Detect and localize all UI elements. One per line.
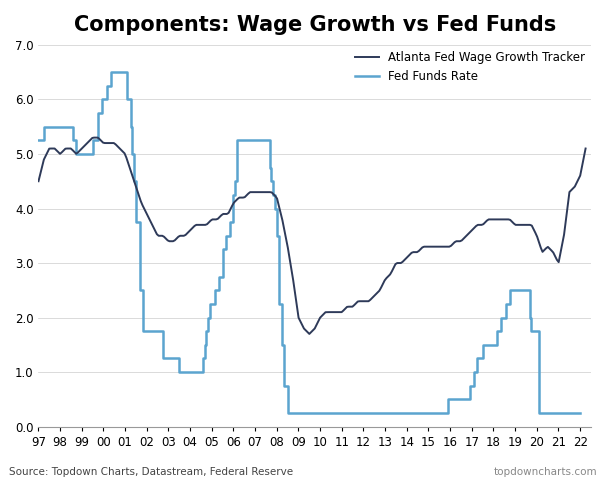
Atlanta Fed Wage Growth Tracker [305, 331, 313, 337]
Line: Atlanta Fed Wage Growth Tracker: Atlanta Fed Wage Growth Tracker [39, 138, 585, 334]
Atlanta Fed Wage Growth Tracker [228, 203, 236, 209]
Atlanta Fed Wage Growth Tracker [35, 178, 42, 184]
Fed Funds Rate [281, 383, 288, 389]
Title: Components: Wage Growth vs Fed Funds: Components: Wage Growth vs Fed Funds [73, 15, 556, 35]
Fed Funds Rate [215, 274, 222, 280]
Atlanta Fed Wage Growth Tracker [417, 246, 424, 252]
Fed Funds Rate [143, 328, 150, 334]
Fed Funds Rate [576, 410, 584, 416]
Text: topdowncharts.com: topdowncharts.com [493, 467, 597, 477]
Fed Funds Rate [284, 410, 291, 416]
Atlanta Fed Wage Growth Tracker [435, 244, 442, 250]
Fed Funds Rate [56, 124, 64, 129]
Legend: Atlanta Fed Wage Growth Tracker, Fed Funds Rate: Atlanta Fed Wage Growth Tracker, Fed Fun… [350, 46, 590, 87]
Fed Funds Rate [201, 342, 208, 348]
Atlanta Fed Wage Growth Tracker [293, 303, 301, 309]
Fed Funds Rate [107, 69, 115, 75]
Atlanta Fed Wage Growth Tracker [90, 135, 98, 141]
Atlanta Fed Wage Growth Tracker [213, 216, 220, 222]
Text: Source: Topdown Charts, Datastream, Federal Reserve: Source: Topdown Charts, Datastream, Fede… [9, 467, 293, 477]
Fed Funds Rate [35, 138, 42, 143]
Fed Funds Rate [100, 97, 107, 102]
Atlanta Fed Wage Growth Tracker [582, 145, 589, 151]
Line: Fed Funds Rate: Fed Funds Rate [39, 72, 580, 413]
Atlanta Fed Wage Growth Tracker [521, 222, 528, 228]
